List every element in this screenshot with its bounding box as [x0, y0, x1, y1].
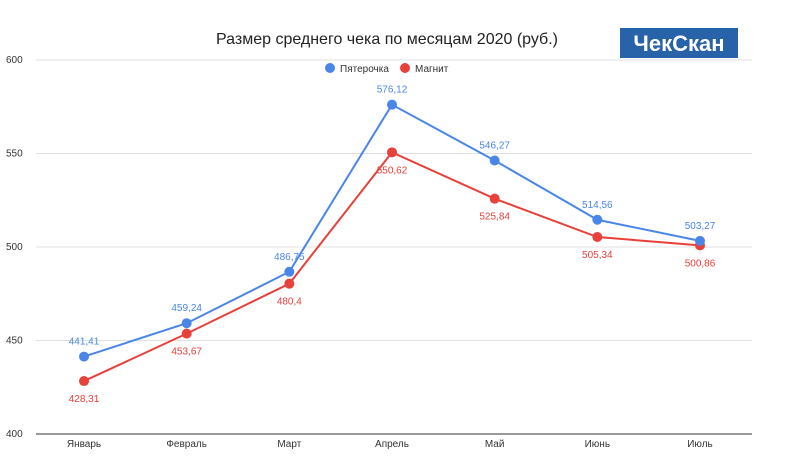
data-point[interactable] [592, 232, 603, 243]
data-label: 546,27 [479, 140, 510, 151]
data-label: 500,86 [685, 258, 716, 269]
legend-item-1[interactable]: Пятерочка [325, 63, 389, 75]
data-point[interactable] [489, 193, 500, 204]
data-point[interactable] [695, 235, 705, 246]
y-tick-label: 500 [6, 242, 23, 253]
data-label: 525,84 [479, 212, 510, 223]
y-axis-ticks: 400 450 500 550 600 [6, 55, 23, 440]
data-label: 503,27 [685, 221, 716, 232]
series-2 [79, 147, 705, 387]
series [79, 99, 705, 387]
legend-marker-2 [400, 63, 410, 73]
y-tick-label: 550 [6, 149, 23, 160]
logo-text: ЧекСкан [633, 31, 724, 56]
data-label: 453,67 [171, 347, 202, 358]
data-point[interactable] [181, 318, 192, 329]
x-tick-label: Май [485, 439, 505, 450]
y-tick-label: 600 [6, 55, 23, 66]
x-tick-label: Июль [687, 439, 713, 450]
data-label: 514,56 [582, 200, 613, 211]
data-point[interactable] [79, 351, 89, 362]
data-point[interactable] [181, 328, 192, 339]
logo-background [620, 28, 738, 58]
x-tick-label: Март [277, 439, 301, 450]
series-1 [79, 99, 705, 362]
data-point[interactable] [387, 99, 397, 110]
x-tick-label: Июнь [585, 439, 610, 450]
data-point[interactable] [284, 266, 295, 277]
data-label: 550,62 [377, 165, 408, 176]
data-label: 480,4 [277, 297, 302, 308]
x-axis-ticks: Январь Февраль Март Апрель Май Июнь Июль [67, 439, 713, 450]
legend: Пятерочка Магнит [325, 63, 449, 75]
y-tick-label: 400 [6, 429, 23, 440]
data-labels: 441,41 459,24 486,75 576,12 546,27 514,56 503,… [69, 85, 716, 405]
data-label: 576,12 [377, 85, 408, 96]
data-point[interactable] [284, 278, 295, 289]
x-tick-label: Январь [67, 439, 101, 450]
data-point[interactable] [387, 147, 397, 158]
data-point[interactable] [592, 214, 603, 225]
data-point[interactable] [489, 155, 500, 166]
legend-label-2: Магнит [415, 64, 449, 75]
data-label: 428,31 [69, 394, 100, 405]
chart-title: Размер среднего чека по месяцам 2020 (ру… [216, 31, 558, 48]
data-label: 441,41 [69, 337, 100, 348]
data-label: 486,75 [274, 252, 305, 263]
y-tick-label: 450 [6, 336, 23, 347]
data-label: 505,34 [582, 250, 613, 261]
x-tick-label: Апрель [375, 439, 409, 450]
legend-label-1: Пятерочка [340, 64, 389, 75]
data-point[interactable] [79, 376, 89, 387]
series-line-1 [83, 103, 701, 358]
logo: ЧекСкан [620, 28, 738, 58]
gridlines [36, 59, 752, 435]
legend-item-2[interactable]: Магнит [400, 63, 449, 75]
legend-marker-1 [325, 63, 335, 73]
data-label: 459,24 [171, 303, 202, 314]
x-tick-label: Февраль [166, 439, 207, 450]
